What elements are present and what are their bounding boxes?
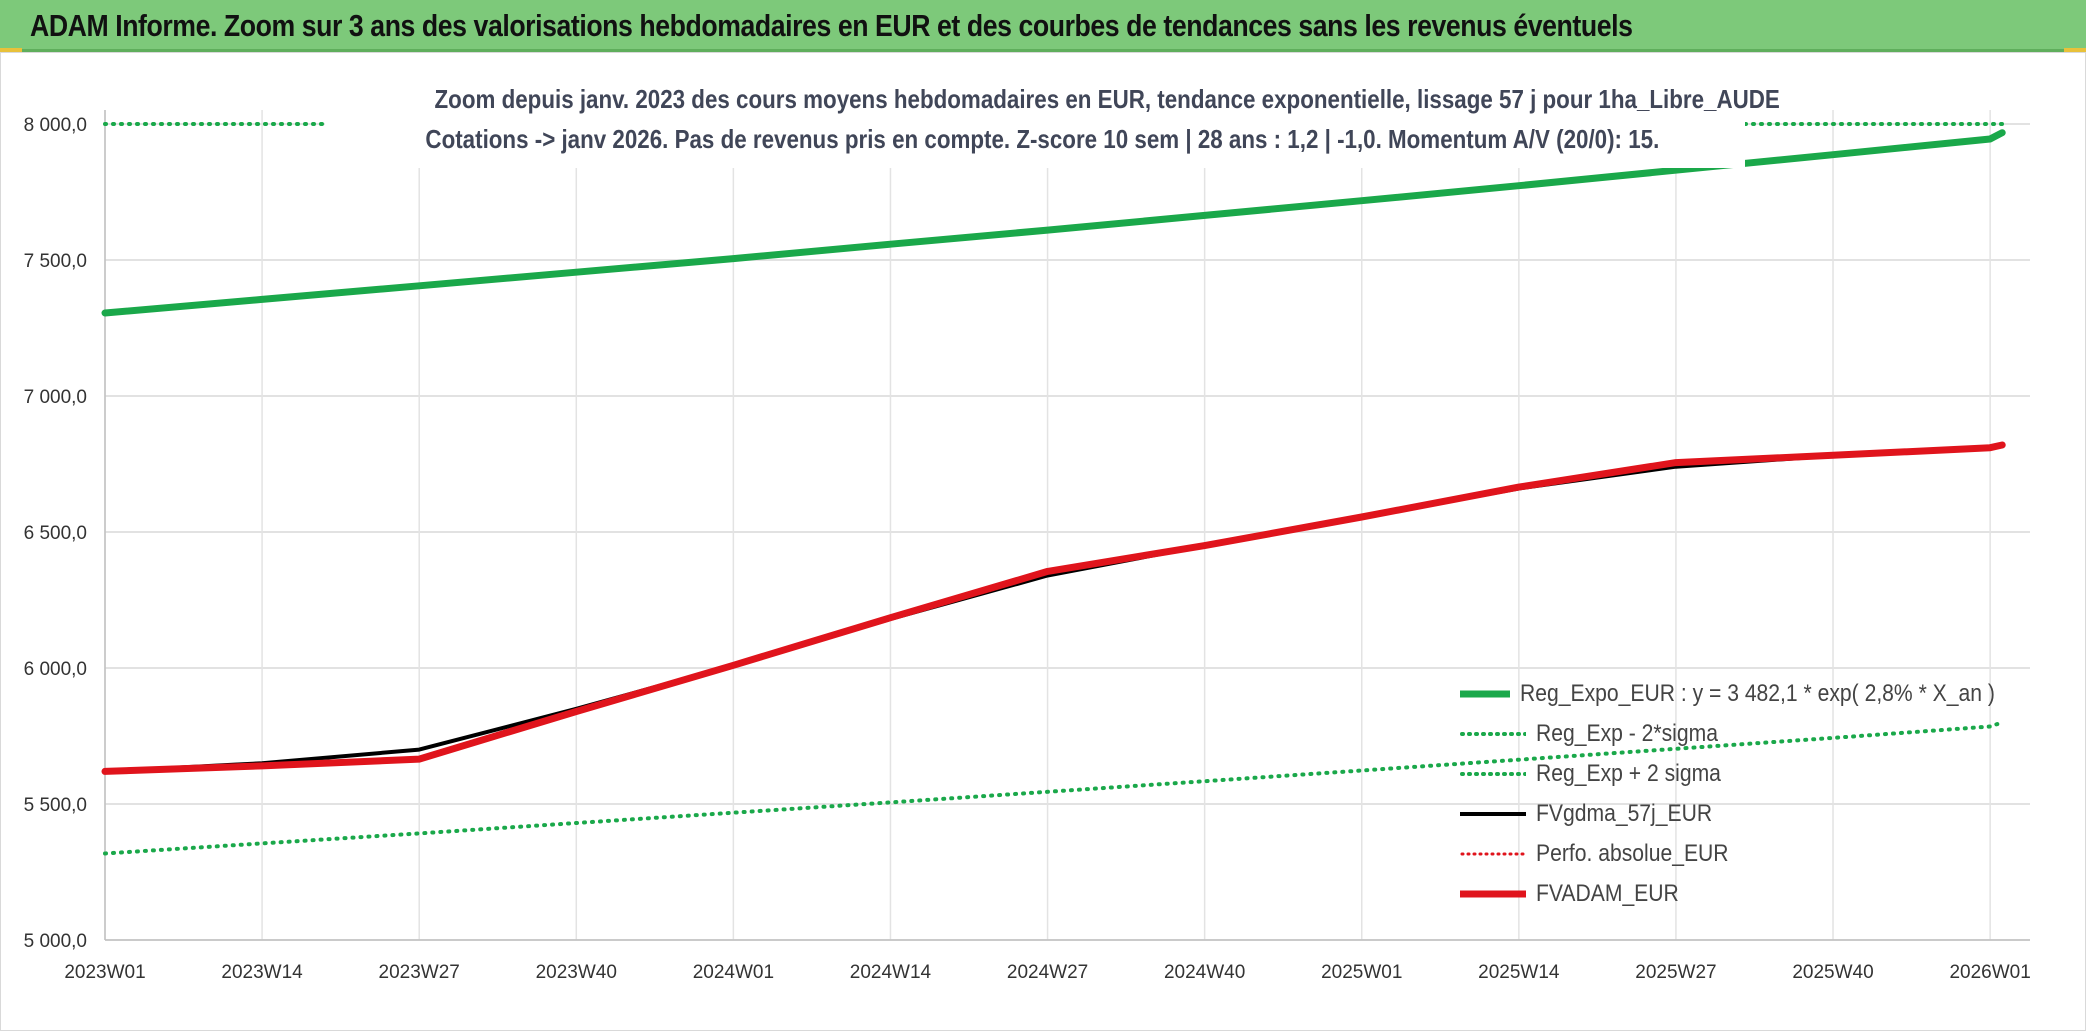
y-tick-label: 8 000,0 [24,115,87,136]
legend-item: Reg_Expo_EUR : y = 3 482,1 * exp( 2,8% *… [1460,674,2060,714]
x-tick-label: 2023W40 [536,962,617,983]
legend-label: FVgdma_57j_EUR [1536,800,1713,827]
legend-swatch-reg-minus [1460,732,1526,736]
x-tick-label: 2024W01 [693,962,774,983]
x-tick-label: 2024W14 [850,962,932,983]
x-tick-label: 2023W01 [64,962,145,983]
series-line-1 [103,720,2005,856]
report-title: ADAM Informe. Zoom sur 3 ans des valoris… [30,8,1633,43]
legend-swatch-fvadam [1460,890,1526,898]
legend-swatch-perfo [1460,852,1526,856]
x-tick-label: 2026W01 [1949,962,2030,983]
header-corner-left [0,48,22,54]
y-tick-label: 6 500,0 [24,523,87,544]
series-line-4 [103,443,2004,773]
y-tick-label: 5 000,0 [24,931,87,952]
legend-item: FVADAM_EUR [1460,874,2060,914]
x-tick-label: 2025W40 [1792,962,1873,983]
chart-frame [0,52,2086,1031]
series-line-0 [101,129,2006,317]
legend-item: FVgdma_57j_EUR [1460,794,2060,834]
legend-label: FVADAM_EUR [1536,880,1679,907]
y-tick-label: 6 000,0 [24,659,87,680]
y-tick-label: 5 500,0 [24,795,87,816]
legend-swatch-reg-plus [1460,772,1526,776]
chart-legend: Reg_Expo_EUR : y = 3 482,1 * exp( 2,8% *… [1460,674,2060,914]
legend-swatch-reg-expo [1460,690,1511,698]
legend-label: Reg_Expo_EUR : y = 3 482,1 * exp( 2,8% *… [1520,680,1996,707]
x-tick-label: 2025W27 [1635,962,1716,983]
x-tick-label: 2025W14 [1478,962,1560,983]
chart-title-box: Zoom depuis janv. 2023 des cours moyens … [325,78,1780,168]
y-tick-label: 7 500,0 [24,251,87,272]
chart-title-line-2: Cotations -> janv 2026. Pas de revenus p… [425,124,1660,154]
legend-item: Reg_Exp + 2 sigma [1460,754,2060,794]
legend-item: Reg_Exp - 2*sigma [1460,714,2060,754]
legend-label: Reg_Exp + 2 sigma [1536,760,1721,787]
legend-swatch-fvgdma [1460,812,1526,816]
x-tick-label: 2024W40 [1164,962,1245,983]
legend-item: Perfo. absolue_EUR [1460,834,2060,874]
legend-label: Perfo. absolue_EUR [1536,840,1729,867]
header-corner-right [2064,48,2086,54]
legend-label: Reg_Exp - 2*sigma [1536,720,1718,747]
x-tick-label: 2024W27 [1007,962,1088,983]
chart-title-line-1: Zoom depuis janv. 2023 des cours moyens … [434,84,1780,114]
x-tick-label: 2025W01 [1321,962,1402,983]
report-header: ADAM Informe. Zoom sur 3 ans des valoris… [0,0,2086,54]
x-tick-label: 2023W27 [379,962,460,983]
y-tick-label: 7 000,0 [24,387,87,408]
x-tick-label: 2023W14 [221,962,303,983]
